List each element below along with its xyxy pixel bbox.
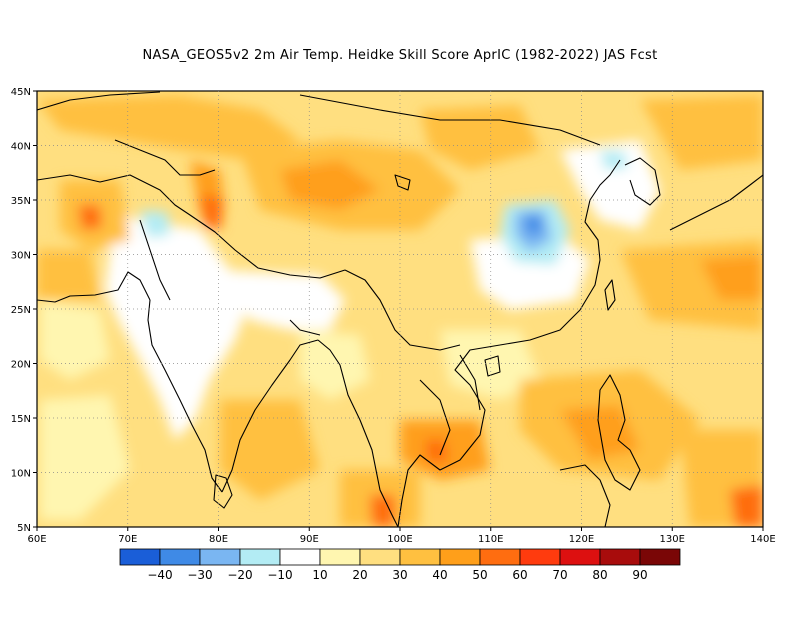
border-myanmar-china <box>344 269 461 351</box>
coast-hainan <box>484 355 501 377</box>
field-darkorange-tibet <box>280 160 380 210</box>
field-blue-china <box>525 215 542 236</box>
colorbar-label: 50 <box>472 568 487 582</box>
colorbar-swatch <box>639 548 681 566</box>
field-cyan-pakistan <box>140 210 170 238</box>
colorbar-swatch <box>479 548 521 566</box>
colorbar-swatch <box>319 548 361 566</box>
lon-tick-label: 80E <box>209 534 228 545</box>
colorbar-label: 90 <box>632 568 647 582</box>
coast-philippines <box>597 374 641 491</box>
field-orange-ne <box>640 95 763 170</box>
coast-srilanka <box>213 474 233 509</box>
coast-korea <box>624 157 661 206</box>
lake-qinghai <box>394 174 411 191</box>
colorbar-label: −30 <box>187 568 212 582</box>
colorbar-label: 20 <box>352 568 367 582</box>
lat-tick-label: 5N <box>17 523 31 534</box>
lat-tick-label: 40N <box>11 142 31 153</box>
field-white-north-india <box>215 270 345 330</box>
border-central-asia <box>114 139 216 176</box>
field-red-cambodia <box>425 440 448 462</box>
colorbar-swatch <box>559 548 601 566</box>
colorbar: −40 −30 −20 −10 10 20 30 40 50 60 70 80 90 <box>119 548 681 582</box>
coast-borneo <box>559 464 611 527</box>
lat-tick-label: 30N <box>11 251 31 262</box>
field-white-china <box>470 235 590 310</box>
field-red-iran <box>78 205 102 230</box>
lon-tick-label: 130E <box>660 534 685 545</box>
colorbar-label: 80 <box>592 568 607 582</box>
colorbar-swatch <box>159 548 201 566</box>
axis-ticks: 60E 70E 80E 90E 100E 110E 120E 130E 140E 5N 10N 15N… <box>11 87 776 545</box>
border-thai-laos <box>419 379 451 456</box>
lon-tick-label: 60E <box>27 534 46 545</box>
field-orange-north <box>37 95 300 160</box>
field-red-se <box>730 485 763 527</box>
coast-indochina <box>397 344 501 527</box>
gridlines <box>37 91 763 527</box>
field-orange-bay <box>220 400 320 500</box>
lon-tick-label: 90E <box>300 534 319 545</box>
colorbar-swatch <box>599 548 641 566</box>
field-orange-oman <box>37 250 100 300</box>
lat-tick-label: 45N <box>11 87 31 98</box>
coast-india-west <box>147 299 223 493</box>
colorbar-label: 10 <box>312 568 327 582</box>
lat-tick-label: 20N <box>11 360 31 371</box>
field-cyan-korea <box>600 150 628 170</box>
colorbar-label: 70 <box>552 568 567 582</box>
coast-china <box>499 159 621 346</box>
lat-tick-label: 15N <box>11 414 31 425</box>
border-pakistan <box>139 219 171 301</box>
field-red-andaman <box>370 495 395 527</box>
map-title: NASA_GEOS5v2 2m Air Temp. Heidke Skill S… <box>142 48 658 63</box>
coast-myanmar <box>317 339 399 527</box>
border-himalaya <box>37 174 346 279</box>
field-lightyellow-bay <box>300 330 370 400</box>
colorbar-swatch <box>239 548 281 566</box>
coast-taiwan <box>604 279 616 311</box>
field-lightyellow-indochina <box>440 330 540 400</box>
lon-tick-label: 110E <box>478 534 503 545</box>
field-lightyellow-arabian <box>40 300 110 380</box>
colorbar-swatch <box>359 548 401 566</box>
lat-tick-label: 25N <box>11 305 31 316</box>
colorbar-swatch <box>399 548 441 566</box>
lat-tick-label: 10N <box>11 469 31 480</box>
colorbar-swatch <box>519 548 561 566</box>
colorbar-label: 60 <box>512 568 527 582</box>
field-white-northchina <box>560 140 660 230</box>
field-white-india <box>105 215 250 440</box>
lon-tick-label: 100E <box>387 534 412 545</box>
coast-india-east <box>221 339 319 493</box>
lon-tick-label: 140E <box>750 534 775 545</box>
lat-tick-label: 35N <box>11 196 31 207</box>
colorbar-label: 40 <box>432 568 447 582</box>
lon-tick-label: 120E <box>569 534 594 545</box>
colorbar-label: 30 <box>392 568 407 582</box>
colorbar-label: −10 <box>267 568 292 582</box>
colorbar-swatch <box>279 548 321 566</box>
colorbar-swatch <box>119 548 161 566</box>
field-lightyellow-sw <box>40 395 130 520</box>
colorbar-swatch <box>199 548 241 566</box>
colorbar-label: −40 <box>147 568 172 582</box>
border-mongolia <box>299 94 601 146</box>
lon-tick-label: 70E <box>118 534 137 545</box>
coast-arabian <box>37 271 151 303</box>
field-darkorange-pacific <box>700 255 763 300</box>
border-bangladesh <box>289 319 321 336</box>
colorbar-label: −20 <box>227 568 252 582</box>
colorbar-swatch <box>439 548 481 566</box>
border-caspian <box>37 91 161 111</box>
field-red-kashmir <box>200 195 222 228</box>
